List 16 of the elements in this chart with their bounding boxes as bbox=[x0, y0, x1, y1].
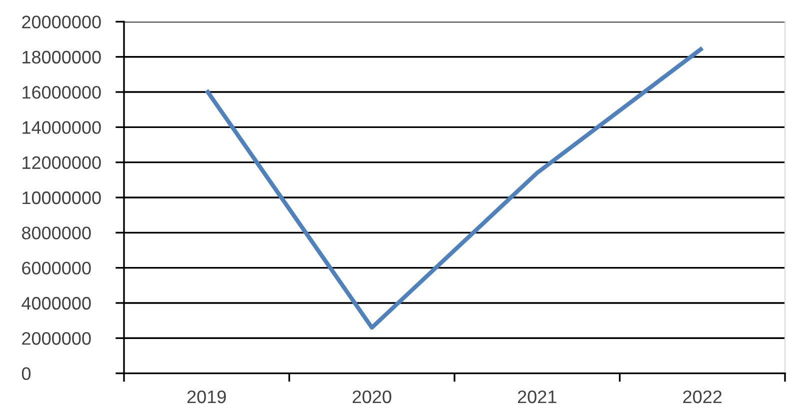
y-tick-label: 8000000 bbox=[22, 226, 91, 240]
y-tick-label: 16000000 bbox=[22, 86, 101, 99]
y-tick-label: 10000000 bbox=[22, 191, 101, 204]
x-tick-label: 2019 bbox=[187, 390, 226, 404]
x-tick-label: 2020 bbox=[352, 390, 392, 404]
y-tick-label: 12000000 bbox=[22, 156, 101, 170]
y-tick-label: 14000000 bbox=[22, 121, 101, 134]
y-tick-label: 4000000 bbox=[22, 296, 91, 310]
y-tick-label: 20000000 bbox=[22, 16, 101, 28]
x-tick-label: 2022 bbox=[683, 390, 722, 404]
y-tick-label: 6000000 bbox=[22, 262, 91, 275]
y-tick-label: 0 bbox=[22, 367, 31, 380]
y-tick-label: 18000000 bbox=[22, 50, 101, 64]
y-tick-label: 2000000 bbox=[22, 332, 91, 345]
x-tick-label: 2021 bbox=[518, 390, 556, 404]
line-series bbox=[204, 46, 704, 330]
